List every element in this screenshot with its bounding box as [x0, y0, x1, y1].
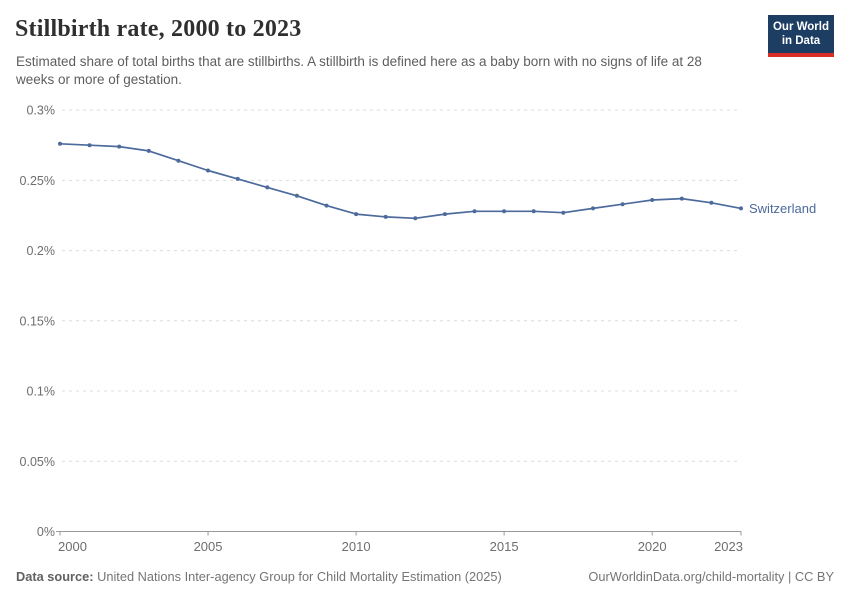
x-tick-label: 2010 — [342, 539, 371, 554]
data-point — [176, 158, 181, 163]
y-tick-label: 0% — [37, 525, 55, 539]
data-point — [650, 198, 655, 202]
data-source-label: Data source: — [16, 569, 94, 584]
data-point — [472, 209, 477, 214]
entity-label: Switzerland — [749, 201, 816, 216]
x-tick-label: 2000 — [58, 539, 87, 554]
data-point — [502, 209, 507, 214]
data-point — [265, 185, 270, 190]
series-line — [59, 142, 742, 220]
y-tick-label: 0.1% — [27, 385, 56, 399]
x-tick-label: 2020 — [638, 539, 667, 554]
chart-subtitle: Estimated share of total births that are… — [16, 54, 702, 87]
owid-logo-line2: in Data — [781, 35, 821, 48]
data-point — [620, 202, 625, 207]
y-tick-label: 0.2% — [27, 244, 56, 258]
data-source-text: United Nations Inter-agency Group for Ch… — [93, 569, 502, 584]
y-tick-label: 0.3% — [27, 104, 56, 118]
data-point — [383, 214, 388, 219]
data-point — [87, 143, 92, 148]
data-point — [531, 209, 536, 214]
data-point — [58, 141, 62, 146]
data-point — [294, 193, 299, 198]
data-point — [561, 210, 566, 215]
data-point — [324, 203, 329, 208]
x-tick-label: 2005 — [194, 539, 223, 554]
data-point — [146, 148, 151, 153]
data-point — [354, 212, 359, 217]
y-tick-label: 0.05% — [20, 455, 55, 469]
data-point — [413, 216, 418, 221]
chart-footer: Data source: United Nations Inter-agency… — [16, 569, 834, 584]
owid-logo[interactable]: Our World in Data — [768, 15, 834, 57]
data-point — [235, 176, 240, 181]
data-point — [442, 212, 447, 217]
owid-logo-text: Our World in Data — [768, 15, 834, 53]
y-tick-label: 0.25% — [20, 174, 55, 188]
y-tick-label: 0.15% — [20, 314, 55, 328]
x-tick-label: 2015 — [490, 539, 519, 554]
chart-title: Stillbirth rate, 2000 to 2023 — [15, 16, 302, 42]
data-source: Data source: United Nations Inter-agency… — [16, 569, 502, 584]
owid-logo-red-bar — [768, 52, 834, 57]
data-point — [117, 144, 122, 149]
data-point — [709, 200, 714, 205]
x-tick-label: 2023 — [714, 539, 743, 554]
data-point — [206, 168, 210, 173]
data-point — [739, 206, 743, 211]
owid-logo-line1: Our World — [772, 21, 829, 33]
data-point — [591, 206, 595, 211]
footer-link[interactable]: OurWorldinData.org/child-mortality | CC … — [588, 569, 834, 584]
data-point — [679, 196, 684, 201]
